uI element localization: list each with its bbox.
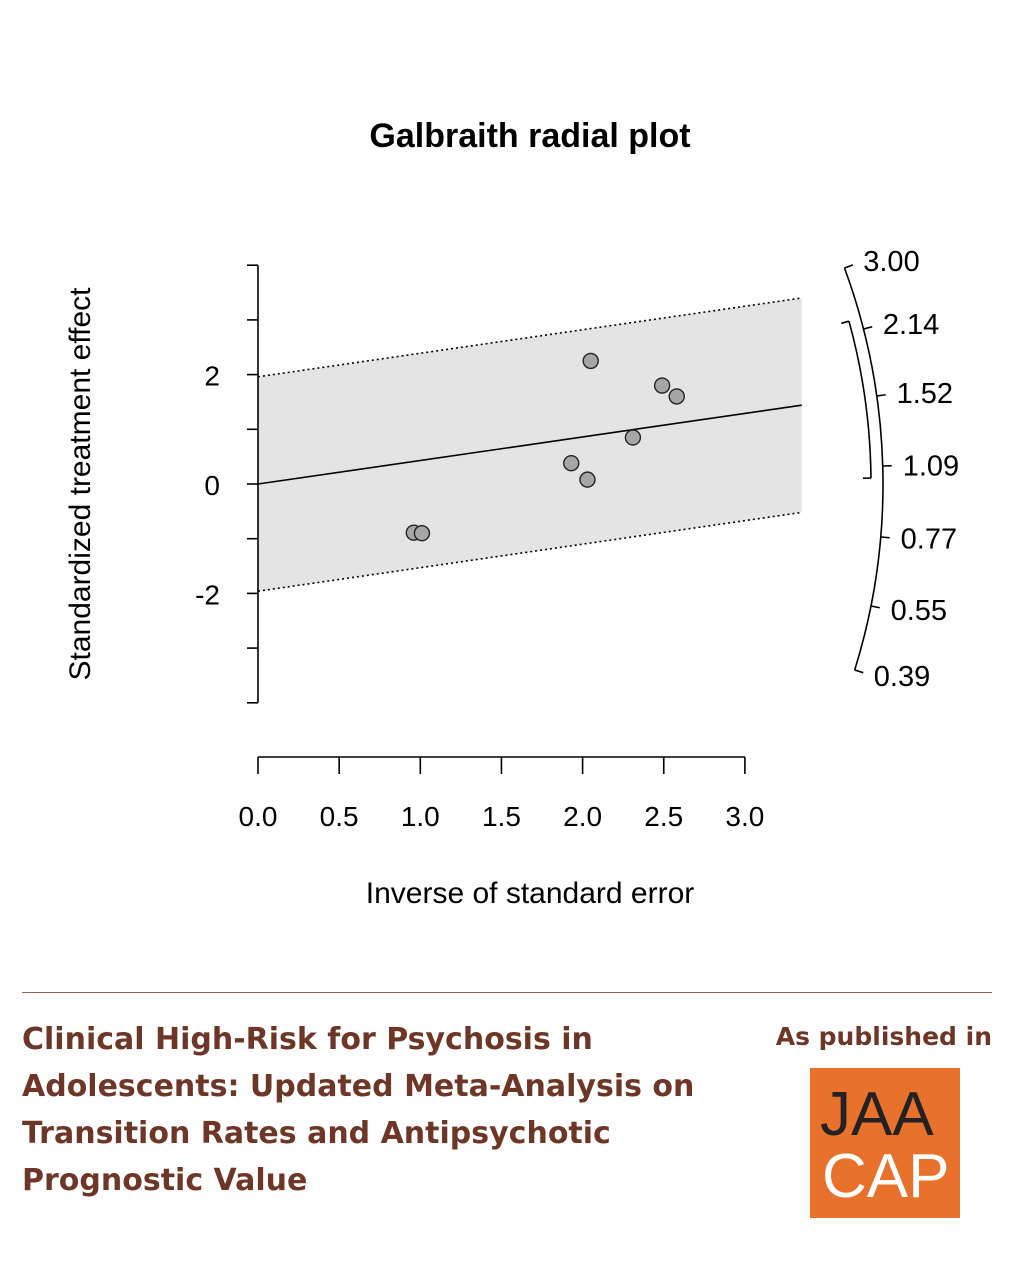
lower-confidence-line bbox=[257, 511, 802, 593]
article-title-line: Clinical High-Risk for Psychosis in bbox=[22, 1022, 593, 1057]
radial-tick bbox=[870, 605, 880, 609]
footer-divider bbox=[22, 992, 992, 993]
article-title-line: Prognostic Value bbox=[22, 1163, 308, 1198]
article-title-line: Adolescents: Updated Meta-Analysis on bbox=[22, 1069, 695, 1104]
data-point bbox=[579, 471, 596, 488]
radial-tick-label: 3.00 bbox=[863, 246, 919, 278]
data-point bbox=[413, 525, 431, 542]
x-tick-label: 0.0 bbox=[239, 801, 278, 832]
plot-area: 2 0 -2 0.0 0.5 1.0 1.5 2.0 2.5 3.0 3.00 2.14 1.52 1.0… bbox=[195, 246, 959, 832]
data-point bbox=[624, 429, 642, 446]
article-title: Clinical High-Risk for Psychosis in Adol… bbox=[22, 1016, 742, 1204]
radial-tick-label: 0.55 bbox=[891, 595, 947, 627]
radial-tick bbox=[844, 264, 854, 269]
data-point bbox=[582, 352, 599, 370]
x-tick-label: 3.0 bbox=[725, 801, 764, 832]
x-tick-label: 2.5 bbox=[644, 801, 683, 832]
radial-tick-label: 2.14 bbox=[883, 309, 939, 341]
data-point bbox=[668, 388, 685, 405]
x-tick-label: 1.0 bbox=[401, 801, 440, 832]
published-in-label: As published in bbox=[775, 1022, 992, 1051]
y-tick-label: 2 bbox=[204, 361, 220, 392]
radial-tick-label: 0.39 bbox=[874, 661, 930, 693]
radial-tick bbox=[876, 393, 886, 397]
x-tick-label: 1.5 bbox=[482, 801, 521, 832]
data-point bbox=[653, 377, 671, 394]
radial-tick-label: 1.09 bbox=[903, 450, 959, 482]
radial-summary-bracket bbox=[848, 320, 872, 479]
upper-confidence-line bbox=[257, 297, 802, 378]
logo-line-1: JAA bbox=[820, 1080, 934, 1149]
radial-scale-arc bbox=[843, 267, 884, 671]
radial-bracket-end bbox=[841, 320, 850, 325]
chart-title: Galbraith radial plot bbox=[369, 117, 690, 155]
radial-tick bbox=[863, 325, 873, 330]
logo-line-2: CAP bbox=[822, 1142, 950, 1211]
galbraith-radial-plot: Galbraith radial plot Standardized treat… bbox=[64, 117, 959, 910]
article-title-line: Transition Rates and Antipsychotic bbox=[22, 1116, 611, 1151]
regression-line bbox=[257, 404, 802, 485]
y-tick-label: -2 bbox=[195, 579, 220, 610]
data-point bbox=[563, 455, 580, 472]
x-tick-label: 0.5 bbox=[320, 801, 359, 832]
y-tick-label: 0 bbox=[204, 470, 220, 501]
y-axis-label: Standardized treatment effect bbox=[64, 287, 97, 681]
radial-tick bbox=[880, 536, 890, 539]
radial-tick bbox=[854, 669, 864, 674]
jaacap-logo: JAA CAP bbox=[810, 1068, 960, 1218]
radial-tick-label: 1.52 bbox=[897, 378, 953, 410]
x-axis-label: Inverse of standard error bbox=[366, 877, 695, 910]
radial-tick-label: 0.77 bbox=[901, 524, 957, 556]
x-tick-label: 2.0 bbox=[563, 801, 602, 832]
